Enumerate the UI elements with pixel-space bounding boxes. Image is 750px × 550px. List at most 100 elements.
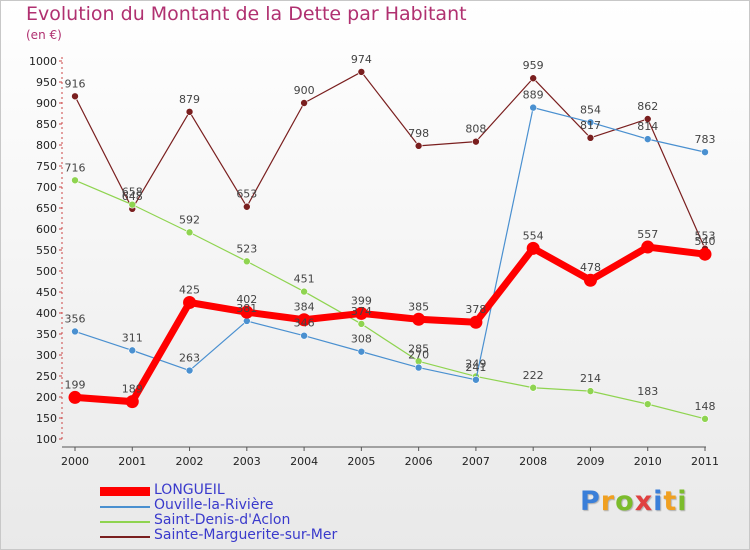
y-tick-label: 600 <box>36 223 57 236</box>
data-label: 959 <box>523 59 544 72</box>
x-tick-label: 2005 <box>347 455 375 468</box>
data-label: 374 <box>351 305 372 318</box>
data-point <box>354 306 368 320</box>
y-tick-label: 450 <box>36 286 57 299</box>
data-label: 879 <box>179 93 200 106</box>
data-point <box>643 400 652 408</box>
legend: LONGUEIL Ouville-la-Rivière Saint-Denis-d'… <box>100 482 400 544</box>
y-tick-label: 950 <box>36 76 57 89</box>
data-point <box>643 115 652 123</box>
logo-letter: P <box>580 486 601 517</box>
proxiti-logo: Proxiti <box>580 486 688 517</box>
y-tick-label: 900 <box>36 97 57 110</box>
data-point <box>586 118 595 127</box>
data-label: 862 <box>637 100 658 113</box>
series-line <box>74 179 706 420</box>
data-label: 214 <box>580 372 601 385</box>
y-tick-label: 500 <box>36 265 57 278</box>
data-point <box>529 103 537 112</box>
data-label: 817 <box>580 119 601 132</box>
axes: 100 150 200 250 300 350 400 450 500 550 600 650 700 7… <box>29 55 719 468</box>
data-label: 222 <box>523 369 544 382</box>
data-label: 308 <box>351 333 372 346</box>
data-point <box>586 387 595 395</box>
data-label: 249 <box>465 357 486 370</box>
data-label: 592 <box>179 213 200 226</box>
data-point <box>526 241 540 255</box>
data-label: 478 <box>580 261 601 274</box>
x-tick-label: 2008 <box>519 455 547 468</box>
data-label: 311 <box>122 331 143 344</box>
data-point <box>529 74 537 83</box>
data-point <box>586 134 595 142</box>
y-tick-label: 250 <box>36 370 57 383</box>
data-label: 285 <box>408 342 429 355</box>
data-point <box>357 347 366 356</box>
data-point <box>243 257 251 266</box>
y-tick-label: 100 <box>36 433 57 446</box>
data-point <box>300 287 308 296</box>
chart-title: Evolution du Montant de la Dette par Hab… <box>26 3 467 25</box>
data-labels: 916 648 879 653 900 974 798 808 959 817 862 553 716 6… <box>65 53 716 413</box>
y-tick-label: 150 <box>36 412 57 425</box>
y-tick-label: 650 <box>36 202 57 215</box>
x-tick-label: 2002 <box>176 455 204 468</box>
data-point <box>414 363 423 372</box>
data-point <box>243 202 251 211</box>
data-point <box>583 273 597 287</box>
series-line <box>74 71 706 249</box>
data-label: 148 <box>695 400 716 413</box>
x-tick-label: 2006 <box>405 455 433 468</box>
data-point <box>701 415 709 423</box>
data-label: 241 <box>465 361 486 374</box>
y-tick-label: 200 <box>36 391 57 404</box>
legend-swatch <box>100 506 150 508</box>
data-point <box>472 375 480 384</box>
data-label: 658 <box>122 186 143 199</box>
y-tick-label: 700 <box>36 181 57 194</box>
data-label: 653 <box>236 188 257 201</box>
data-point <box>297 313 311 327</box>
series-line <box>74 107 706 381</box>
data-label: 385 <box>408 300 429 313</box>
data-point <box>300 331 308 340</box>
data-point <box>641 240 655 254</box>
series-line <box>74 243 706 406</box>
data-point <box>185 366 194 375</box>
data-label: 399 <box>351 294 372 307</box>
legend-label: Saint-Denis-d'Aclon <box>154 512 291 528</box>
logo-letter: r <box>600 486 616 517</box>
y-tick-label: 400 <box>36 307 57 320</box>
data-label: 263 <box>179 352 200 365</box>
data-point <box>68 390 82 404</box>
data-label: 523 <box>236 242 257 255</box>
data-point <box>300 99 308 107</box>
legend-swatch <box>100 536 150 538</box>
x-tick-label: 2004 <box>290 455 318 468</box>
y-tick-label: 1000 <box>29 55 57 68</box>
data-point <box>125 395 139 409</box>
x-tick-label: 2010 <box>634 455 662 468</box>
data-point <box>357 68 366 76</box>
data-point <box>357 320 366 328</box>
data-label: 183 <box>637 385 658 398</box>
logo-letter: i <box>653 486 664 517</box>
data-label: 425 <box>179 284 200 297</box>
data-label: 270 <box>408 349 429 362</box>
data-label: 900 <box>294 84 315 97</box>
data-label: 189 <box>122 383 143 396</box>
logo-letter: i <box>677 486 688 517</box>
legend-item: Ouville-la-Rivière <box>100 497 400 514</box>
data-label: 199 <box>65 378 86 391</box>
legend-item: Saint-Denis-d'Aclon <box>100 512 400 529</box>
data-point <box>185 108 194 116</box>
data-point <box>183 296 197 309</box>
data-label: 553 <box>695 230 716 243</box>
logo-letter: o <box>615 486 635 517</box>
data-point <box>472 137 480 146</box>
data-label: 808 <box>465 123 486 136</box>
data-label: 974 <box>351 53 372 66</box>
legend-item: Sainte-Marguerite-sur-Mer <box>100 527 400 544</box>
data-point <box>701 148 709 156</box>
